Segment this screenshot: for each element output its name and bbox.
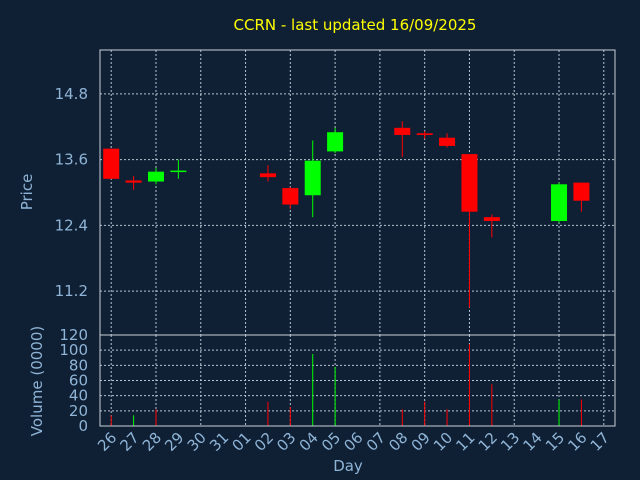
candle-body — [551, 184, 568, 221]
x-axis-label: Day — [333, 457, 363, 475]
candle-body — [282, 188, 299, 205]
candle — [259, 165, 276, 182]
volume-tick-label: 20 — [69, 402, 88, 420]
price-tick-label: 14.8 — [55, 85, 88, 103]
candle-body — [170, 170, 187, 173]
price-tick-label: 12.4 — [55, 216, 88, 234]
volume-tick-label: 40 — [69, 387, 88, 405]
volume-tick-label: 0 — [78, 417, 88, 435]
candle — [304, 140, 321, 218]
volume-panel-frame — [99, 334, 616, 427]
candle — [282, 187, 299, 209]
candle-body — [439, 137, 456, 146]
volume-axis-label: Volume (0000) — [28, 326, 46, 436]
candle-body — [125, 180, 142, 183]
volume-tick-label: 100 — [59, 341, 88, 359]
candle — [573, 182, 590, 212]
candle-body — [461, 154, 478, 212]
candle — [125, 176, 142, 190]
candle — [461, 154, 478, 308]
candle — [394, 121, 411, 157]
candle — [551, 182, 568, 223]
volume-tick-label: 60 — [69, 372, 88, 390]
candle — [439, 133, 456, 148]
candle-body — [103, 148, 120, 179]
candle-body — [259, 173, 276, 178]
candle-body — [147, 171, 164, 182]
chart-title: CCRN - last updated 16/09/2025 — [234, 16, 477, 34]
candle-body — [573, 182, 590, 201]
candle-body — [394, 127, 411, 135]
price-axis-label: Price — [18, 174, 36, 211]
candle-body — [304, 160, 321, 196]
candle-body — [327, 132, 344, 152]
price-tick-label: 13.6 — [55, 151, 88, 169]
price-tick-label: 11.2 — [55, 282, 88, 300]
candle — [170, 159, 187, 179]
candle — [147, 167, 164, 185]
price-panel: 11.2 12.4 13.6 14.8 — [55, 49, 616, 336]
candle — [103, 148, 120, 179]
candle — [327, 127, 344, 154]
price-panel-frame — [99, 49, 616, 336]
x-tick-label: 17 — [587, 429, 613, 455]
candle-body — [483, 217, 500, 221]
volume-tick-label: 120 — [59, 326, 88, 344]
candle-body — [416, 133, 433, 135]
candle — [416, 131, 433, 139]
volume-tick-label: 80 — [69, 356, 88, 374]
candle — [483, 214, 500, 238]
